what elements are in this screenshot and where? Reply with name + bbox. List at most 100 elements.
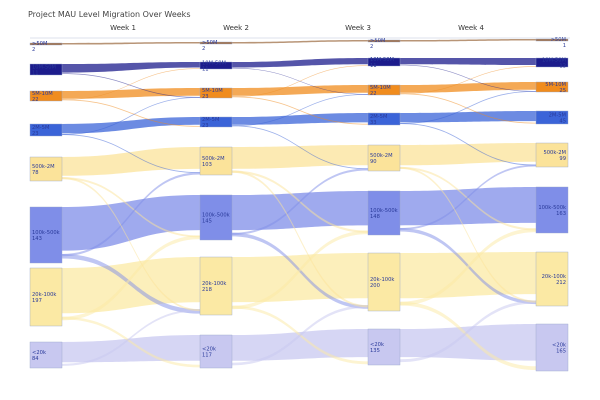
week-label: Week 2	[223, 24, 249, 32]
node-count: 33	[370, 120, 377, 126]
node-count: 218	[202, 287, 212, 293]
links-layer	[62, 39, 536, 371]
node-l5m10m[interactable]	[367, 84, 401, 96]
node-l500k2m[interactable]	[199, 146, 233, 176]
link-cross	[62, 316, 200, 368]
link-band	[400, 111, 536, 123]
node-l500k2m[interactable]	[367, 144, 401, 172]
node-l100k500k[interactable]	[535, 186, 569, 234]
node-label: 100k-500k	[538, 205, 566, 211]
node-count: 200	[370, 283, 380, 289]
node-gt50m[interactable]	[29, 42, 63, 46]
node-count: 11	[370, 63, 377, 69]
node-l500k2m[interactable]	[535, 142, 569, 168]
link-band	[232, 85, 368, 96]
node-label: 10M-50M	[542, 58, 566, 64]
node-l20k100k[interactable]	[535, 251, 569, 307]
node-l5m10m[interactable]	[535, 81, 569, 93]
node-count: 143	[32, 236, 42, 242]
node-label: 10M-50M	[32, 65, 56, 71]
week-label: Week 1	[110, 24, 136, 32]
link-cross	[400, 300, 536, 363]
link-cross	[232, 94, 368, 127]
node-lt20k[interactable]	[367, 328, 401, 366]
node-label: >50M	[32, 41, 47, 47]
link-cross	[400, 64, 536, 92]
node-count: 11	[202, 67, 209, 73]
node-l500k2m[interactable]	[29, 156, 63, 182]
node-count: 23	[202, 123, 209, 129]
link-cross	[62, 235, 200, 321]
node-label: 20k-100k	[542, 274, 566, 280]
node-l2m5m[interactable]	[535, 110, 569, 125]
link-cross	[400, 228, 536, 306]
link-band	[62, 88, 200, 99]
link-cross	[62, 73, 200, 98]
node-lt20k[interactable]	[535, 323, 569, 372]
node-label: 10M-50M	[370, 57, 394, 63]
node-l20k100k[interactable]	[199, 256, 233, 316]
node-label: 20k-100k	[202, 281, 226, 287]
week-label: Week 4	[458, 24, 484, 32]
week-labels: Week 1 Week 2 Week 3 Week 4	[30, 24, 570, 39]
node-label: 100k-500k	[370, 208, 398, 214]
link-band	[400, 82, 536, 93]
node-label: >50M	[202, 40, 217, 46]
node-l2m5m[interactable]	[29, 123, 63, 137]
node-l5m10m[interactable]	[199, 87, 233, 99]
node-l100k500k[interactable]	[199, 194, 233, 241]
link-cross	[62, 172, 200, 257]
node-label: <20k	[202, 347, 216, 353]
node-gt50m[interactable]	[535, 38, 569, 42]
node-label: 500k-2M	[543, 150, 566, 156]
link-cross	[62, 177, 200, 238]
node-l2m5m[interactable]	[367, 112, 401, 126]
link-cross	[400, 166, 536, 303]
node-count: 2	[202, 46, 205, 52]
node-gt50m[interactable]	[199, 41, 233, 45]
node-l20k100k[interactable]	[29, 267, 63, 327]
node-l10m50m[interactable]	[199, 61, 233, 70]
link-cross	[232, 230, 368, 310]
link-cross	[62, 254, 200, 314]
node-count: 163	[556, 211, 566, 217]
link-cross	[62, 309, 200, 366]
link-cross	[62, 99, 200, 127]
link-cross	[232, 305, 368, 366]
node-count: 11	[32, 71, 39, 77]
node-lt20k[interactable]	[29, 341, 63, 369]
nodes-layer: >50M210M-50M115M-10M222M-5M23500k-2M7810…	[29, 37, 569, 372]
node-label: 100k-500k	[32, 230, 60, 236]
node-l10m50m[interactable]	[535, 57, 569, 68]
link-band	[400, 252, 536, 299]
node-l2m5m[interactable]	[199, 116, 233, 128]
node-label: 5M-10M	[32, 91, 53, 97]
node-l100k500k[interactable]	[29, 206, 63, 264]
node-label: 5M-10M	[370, 85, 391, 91]
node-gt50m[interactable]	[367, 39, 401, 43]
node-count: 23	[202, 94, 209, 100]
node-l5m10m[interactable]	[29, 90, 63, 102]
node-count: 2	[370, 44, 373, 50]
node-label: >50M	[551, 37, 566, 43]
link-cross	[62, 134, 200, 174]
node-l10m50m[interactable]	[29, 63, 63, 76]
node-label: 2M-5M	[370, 114, 387, 120]
node-count: 212	[556, 280, 566, 286]
node-l100k500k[interactable]	[367, 190, 401, 236]
node-l20k100k[interactable]	[367, 252, 401, 312]
link-cross	[400, 93, 536, 124]
node-label: 100k-500k	[202, 213, 230, 219]
node-label: 5M-10M	[202, 88, 223, 94]
node-label: 500k-2M	[370, 153, 393, 159]
link-band	[232, 145, 368, 169]
node-lt20k[interactable]	[199, 334, 233, 369]
node-count: 22	[32, 97, 39, 103]
node-count: 135	[370, 348, 380, 354]
node-count: 84	[32, 356, 39, 362]
node-label: <20k	[32, 350, 46, 356]
node-label: 2M-5M	[32, 125, 49, 131]
node-label: 20k-100k	[32, 292, 56, 298]
node-l10m50m[interactable]	[367, 57, 401, 67]
link-band	[62, 195, 200, 251]
